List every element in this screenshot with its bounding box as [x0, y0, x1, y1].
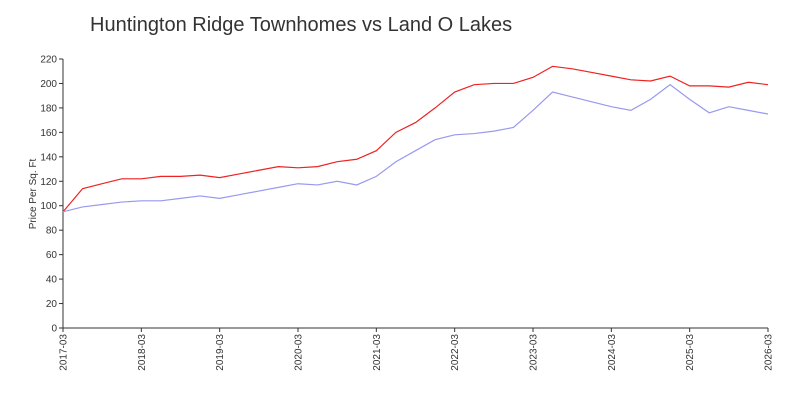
x-tick-label: 2018-03	[137, 334, 148, 371]
y-tick-label: 140	[40, 152, 57, 163]
y-tick-label: 100	[40, 201, 57, 212]
series-line	[62, 65, 769, 213]
y-tick-label: 120	[40, 177, 57, 188]
y-tick-label: 200	[40, 79, 57, 90]
y-tick-label: 160	[40, 128, 57, 139]
x-tick-label: 2023-03	[529, 334, 540, 371]
y-tick-label: 40	[46, 275, 58, 286]
x-tick-label: 2017-03	[59, 334, 70, 371]
x-tick-label: 2025-03	[685, 334, 696, 371]
y-axis-label: Price Per Sq. Ft	[28, 158, 39, 229]
y-tick-label: 220	[40, 55, 57, 66]
chart-title: Huntington Ridge Townhomes vs Land O Lak…	[90, 14, 512, 36]
x-tick-label: 2019-03	[215, 334, 226, 371]
x-tick-label: 2020-03	[294, 334, 305, 371]
y-tick-label: 180	[40, 103, 57, 114]
series-line	[62, 83, 769, 213]
y-tick-label: 60	[46, 250, 58, 261]
x-tick-label: 2021-03	[372, 334, 383, 371]
y-tick-label: 80	[46, 226, 58, 237]
x-tick-label: 2026-03	[764, 334, 775, 371]
y-tick-label: 20	[46, 299, 58, 310]
y-tick-label: 0	[51, 324, 57, 335]
x-tick-label: 2024-03	[607, 334, 618, 371]
x-tick-label: 2022-03	[450, 334, 461, 371]
